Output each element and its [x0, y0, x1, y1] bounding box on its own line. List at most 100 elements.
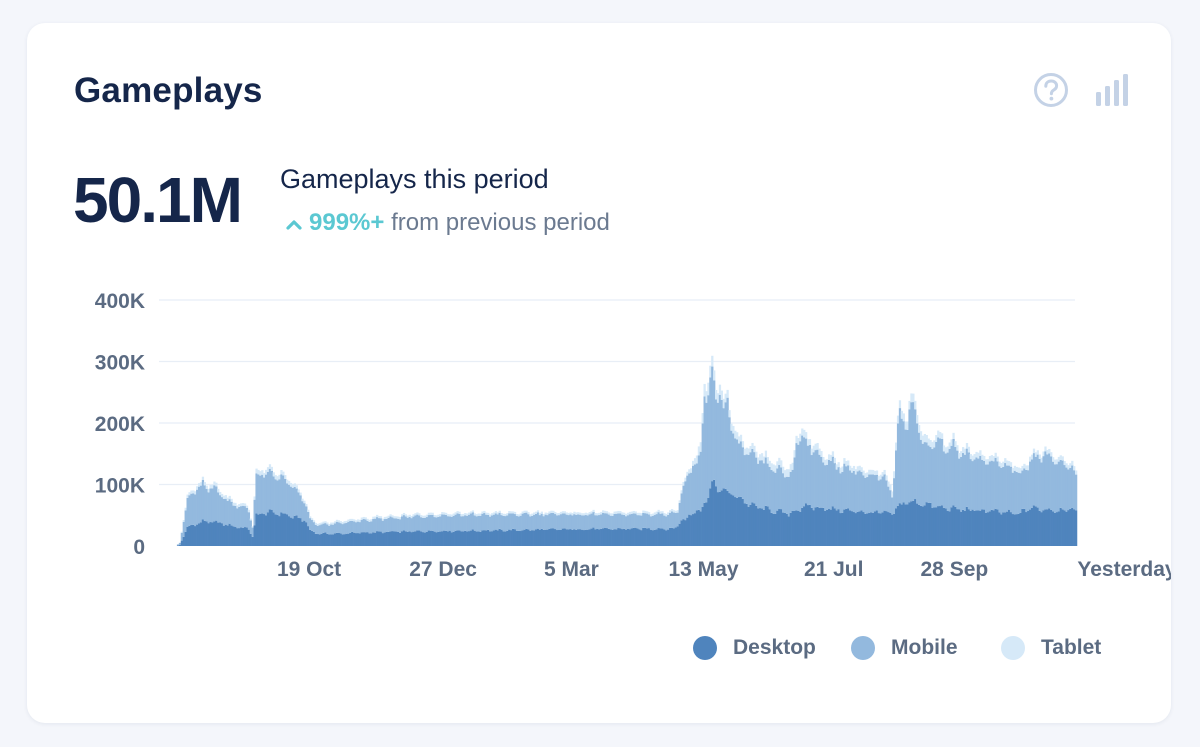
bar-mobile — [720, 399, 723, 491]
bar-desktop — [759, 508, 762, 546]
bar-desktop — [647, 528, 651, 546]
bar-mobile — [420, 517, 423, 532]
bar-desktop — [464, 530, 467, 546]
bar-mobile — [799, 441, 802, 512]
bar-tablet — [379, 516, 383, 519]
bar-tablet — [445, 512, 448, 515]
bar-tablet — [898, 400, 902, 409]
bar-chart-icon[interactable] — [1095, 73, 1131, 107]
bar-desktop — [554, 529, 557, 546]
bar-tablet — [1052, 457, 1055, 462]
bar-tablet — [418, 513, 421, 516]
bar-tablet — [184, 507, 187, 511]
bar-desktop — [739, 496, 743, 546]
bar-desktop — [1015, 514, 1018, 546]
bar-desktop — [293, 515, 296, 546]
bar-desktop — [414, 531, 417, 546]
bar-desktop — [808, 504, 812, 546]
bar-desktop — [676, 526, 679, 546]
bar-tablet — [268, 464, 272, 469]
bar-desktop — [774, 513, 777, 546]
bar-tablet — [741, 441, 745, 448]
bar-mobile — [962, 453, 965, 510]
bar-desktop — [332, 534, 335, 546]
bar-mobile — [1025, 469, 1028, 513]
bar-mobile — [546, 515, 549, 530]
bar-desktop — [655, 529, 658, 546]
bar-desktop — [182, 536, 185, 546]
bar-desktop — [253, 525, 256, 546]
bar-tablet — [820, 451, 823, 457]
bar-tablet — [314, 522, 318, 525]
bar-mobile — [337, 522, 341, 533]
bar-tablet — [502, 513, 505, 516]
bar-mobile — [619, 513, 622, 529]
legend-item-tablet[interactable]: Tablet — [1001, 634, 1101, 662]
bar-mobile — [927, 445, 930, 503]
legend-item-desktop[interactable]: Desktop — [693, 634, 816, 662]
bar-desktop — [921, 506, 925, 546]
bar-mobile — [678, 502, 681, 524]
bar-mobile — [952, 438, 955, 506]
bar-mobile — [916, 423, 919, 504]
bar-tablet — [983, 455, 986, 461]
bar-mobile — [623, 514, 626, 529]
legend-item-mobile[interactable]: Mobile — [851, 634, 958, 662]
bar-desktop — [745, 503, 748, 546]
bar-tablet — [209, 484, 212, 489]
bar-desktop — [965, 506, 969, 546]
bar-mobile — [791, 469, 794, 511]
bar-tablet — [358, 519, 362, 523]
bar-mobile — [747, 454, 750, 507]
bar-mobile — [356, 521, 360, 534]
bar-desktop — [500, 529, 503, 546]
bar-tablet — [1065, 463, 1068, 468]
bar-mobile — [705, 402, 708, 503]
bar-tablet — [1050, 452, 1053, 457]
bar-mobile — [1019, 473, 1022, 513]
bar-desktop — [309, 529, 312, 546]
bar-desktop — [284, 513, 287, 546]
bar-mobile — [531, 515, 534, 531]
bar-desktop — [722, 488, 725, 546]
help-circle-icon[interactable] — [1032, 71, 1070, 109]
bar-mobile — [983, 460, 986, 510]
bar-mobile — [1065, 467, 1068, 512]
bar-tablet — [755, 451, 758, 458]
bar-tablet — [789, 464, 792, 472]
bar-desktop — [845, 508, 848, 546]
bar-desktop — [353, 532, 356, 546]
bar-mobile — [1032, 453, 1036, 506]
bar-tablet — [782, 466, 785, 474]
bar-tablet — [1046, 449, 1049, 455]
bar-desktop — [602, 528, 605, 546]
bar-tablet — [328, 523, 331, 526]
bar-desktop — [692, 514, 695, 546]
bar-tablet — [833, 457, 836, 464]
bar-desktop — [278, 516, 281, 546]
bar-tablet — [839, 467, 842, 474]
bar-mobile — [399, 519, 402, 533]
bar-mobile — [925, 442, 928, 503]
bar-mobile — [305, 506, 308, 523]
bar-tablet — [774, 465, 777, 473]
bar-desktop — [822, 507, 825, 546]
bar-desktop — [347, 533, 350, 546]
bar-mobile — [180, 532, 183, 541]
bar-tablet — [580, 513, 584, 516]
bar-tablet — [559, 511, 563, 515]
bar-tablet — [737, 436, 741, 444]
bar-mobile — [889, 490, 892, 513]
bar-mobile — [284, 478, 287, 514]
bar-tablet — [533, 512, 536, 515]
bar-tablet — [760, 453, 764, 461]
bar-tablet — [333, 521, 337, 524]
bar-mobile — [760, 460, 764, 509]
bar-tablet — [1029, 456, 1032, 462]
bar-tablet — [513, 511, 517, 515]
bar-mobile — [270, 471, 273, 510]
bar-tablet — [808, 439, 812, 446]
bar-tablet — [1063, 461, 1066, 466]
bar-mobile — [517, 516, 521, 531]
bar-desktop — [418, 530, 421, 546]
